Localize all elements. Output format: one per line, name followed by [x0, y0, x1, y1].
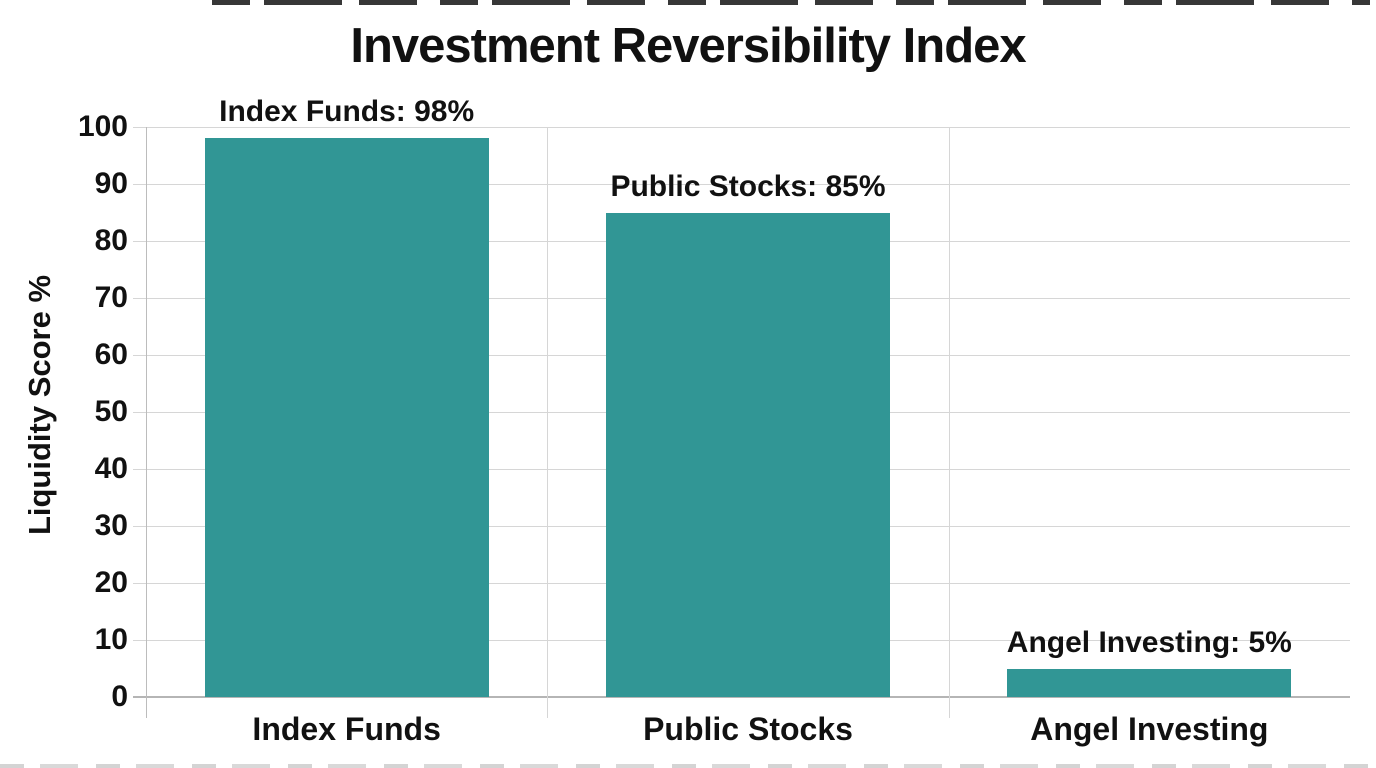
bar-index-funds[interactable] [204, 138, 489, 697]
x-axis-label-public-stocks: Public Stocks [643, 711, 853, 747]
y-tick-label-100: 100 [77, 110, 128, 143]
top-crop-artifact [212, 0, 1370, 5]
bar-value-label-index-funds: Index Funds: 98% [219, 95, 475, 129]
gridline-y-90 [133, 183, 1350, 185]
y-tick-label-20: 20 [94, 566, 128, 599]
y-tick-label-40: 40 [94, 452, 128, 485]
y-tick-label-60: 60 [94, 338, 128, 371]
bar-value-label-angel-investing: Angel Investing: 5% [1006, 625, 1292, 659]
gridline-y-100 [133, 126, 1350, 128]
gridline-y-0 [133, 696, 1350, 698]
y-tick-label-30: 30 [94, 509, 128, 542]
y-tick-label-0: 0 [111, 680, 128, 713]
bar-angel-investing[interactable] [1007, 668, 1292, 697]
bottom-crop-artifact [0, 764, 1376, 768]
y-tick-label-70: 70 [94, 281, 128, 314]
x-axis-label-index-funds: Index Funds [252, 711, 441, 747]
chart-title: Investment Reversibility Index [350, 19, 1026, 73]
y-tick-label-80: 80 [94, 224, 128, 257]
y-tick-label-90: 90 [94, 167, 128, 200]
x-axis-label-angel-investing: Angel Investing [1030, 711, 1269, 747]
category-separator-2 [949, 127, 950, 718]
bar-value-label-public-stocks: Public Stocks: 85% [610, 169, 886, 203]
y-tick-label-50: 50 [94, 395, 128, 428]
category-separator-1 [547, 127, 548, 718]
y-axis-line [146, 127, 147, 718]
y-tick-label-10: 10 [94, 623, 128, 656]
bar-public-stocks[interactable] [606, 212, 890, 697]
